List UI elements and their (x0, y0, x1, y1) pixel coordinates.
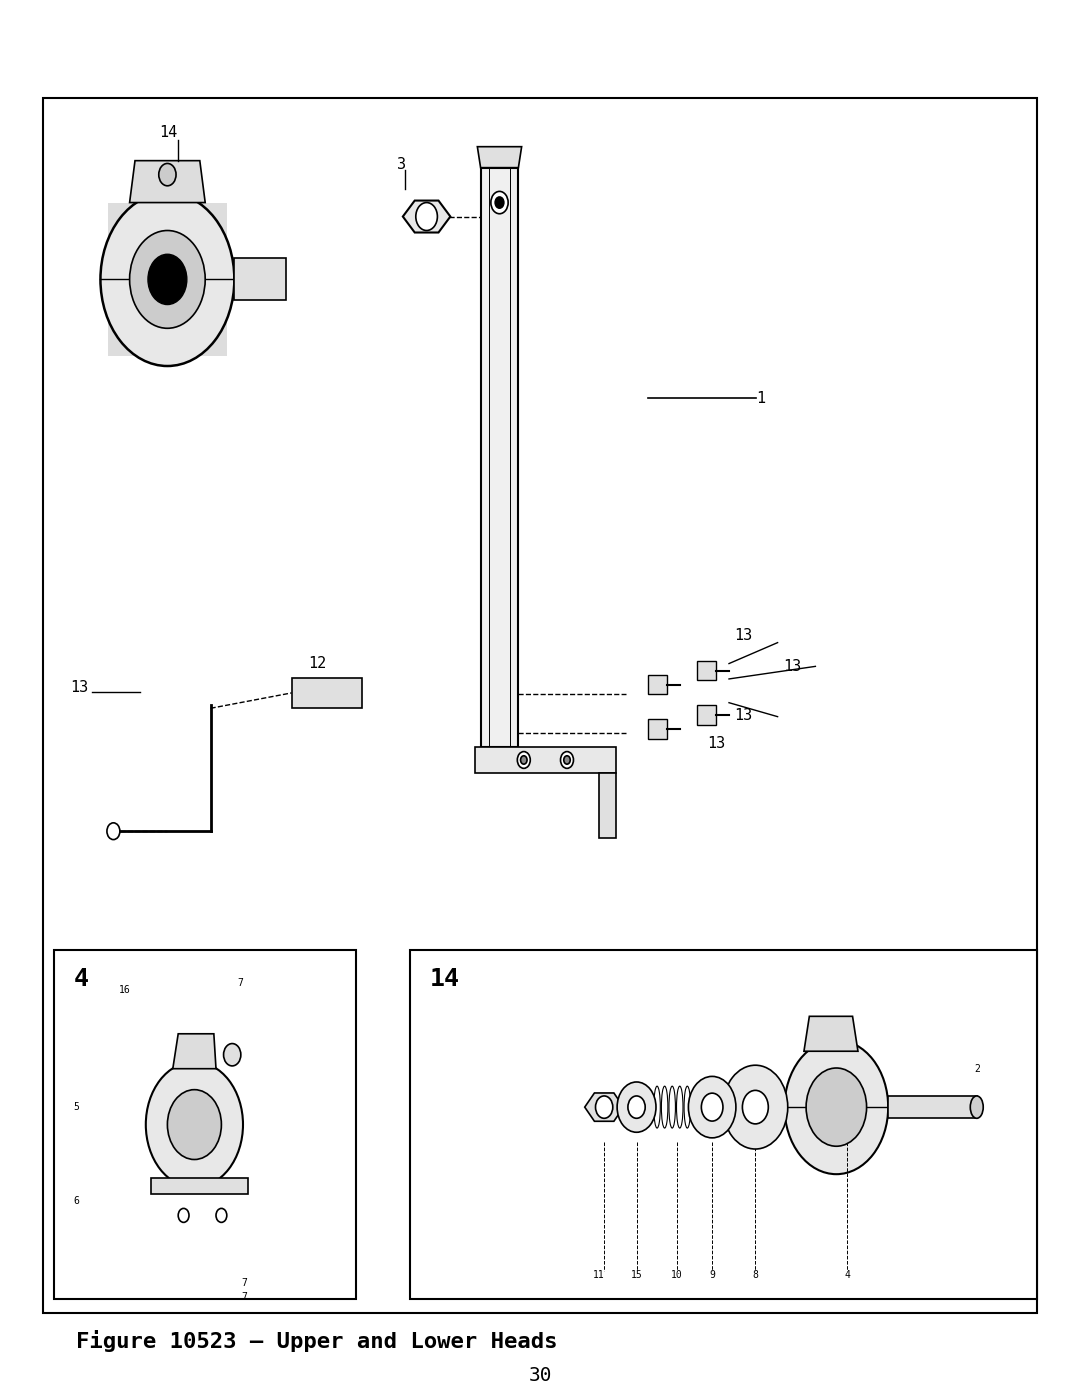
Ellipse shape (970, 1095, 983, 1118)
Circle shape (224, 1044, 241, 1066)
Polygon shape (804, 1017, 858, 1051)
Polygon shape (130, 161, 205, 203)
Text: 4: 4 (845, 1270, 850, 1280)
Text: 13: 13 (70, 680, 89, 694)
Polygon shape (475, 747, 616, 773)
Polygon shape (481, 168, 518, 747)
Polygon shape (584, 1092, 623, 1122)
Polygon shape (403, 201, 450, 232)
Circle shape (701, 1092, 723, 1120)
Circle shape (742, 1090, 768, 1123)
Text: 10: 10 (671, 1270, 683, 1280)
Circle shape (521, 756, 527, 764)
Polygon shape (151, 1178, 248, 1194)
Polygon shape (173, 1034, 216, 1069)
Circle shape (216, 1208, 227, 1222)
Circle shape (495, 197, 503, 208)
Text: 4: 4 (73, 967, 89, 990)
Circle shape (416, 203, 437, 231)
Text: 13: 13 (783, 659, 801, 673)
Circle shape (627, 1095, 645, 1118)
Polygon shape (648, 719, 667, 739)
Text: 14: 14 (159, 126, 177, 140)
Polygon shape (648, 675, 667, 694)
Text: 6: 6 (73, 1196, 79, 1207)
Circle shape (159, 163, 176, 186)
Text: 11: 11 (593, 1270, 605, 1280)
Circle shape (617, 1081, 656, 1132)
Text: 3: 3 (397, 158, 406, 172)
Bar (54, 950, 356, 1299)
Polygon shape (108, 203, 227, 356)
Circle shape (130, 231, 205, 328)
Text: 13: 13 (734, 629, 753, 643)
Bar (43, 98, 1037, 1313)
Text: 7: 7 (242, 1292, 247, 1302)
Bar (410, 950, 1037, 1299)
Text: 2: 2 (974, 1065, 980, 1074)
Text: Figure 10523 – Upper and Lower Heads: Figure 10523 – Upper and Lower Heads (76, 1330, 557, 1352)
Circle shape (148, 254, 187, 305)
Text: 14: 14 (430, 967, 460, 990)
Polygon shape (477, 147, 522, 168)
Text: 7: 7 (238, 978, 243, 988)
Text: 7: 7 (242, 1278, 247, 1288)
Circle shape (167, 1090, 221, 1160)
Bar (292, 678, 362, 708)
Text: 30: 30 (528, 1366, 552, 1386)
Text: 5: 5 (73, 1102, 79, 1112)
Circle shape (146, 1062, 243, 1187)
Circle shape (723, 1065, 787, 1148)
Circle shape (517, 752, 530, 768)
Text: 15: 15 (631, 1270, 643, 1280)
Text: 13: 13 (707, 736, 726, 750)
Circle shape (561, 752, 573, 768)
Text: 16: 16 (119, 985, 131, 995)
Circle shape (178, 1208, 189, 1222)
Text: 13: 13 (734, 708, 753, 722)
Text: 1: 1 (756, 391, 765, 405)
Polygon shape (697, 705, 716, 725)
Polygon shape (599, 773, 616, 838)
Text: 12: 12 (308, 657, 326, 671)
Text: 8: 8 (753, 1270, 758, 1280)
Polygon shape (697, 661, 716, 680)
Circle shape (100, 193, 234, 366)
Circle shape (595, 1095, 612, 1118)
Polygon shape (888, 1095, 976, 1118)
Circle shape (806, 1067, 866, 1146)
Circle shape (784, 1039, 888, 1173)
Circle shape (688, 1076, 735, 1137)
Circle shape (490, 191, 509, 214)
Polygon shape (234, 258, 286, 300)
Circle shape (107, 823, 120, 840)
Circle shape (564, 756, 570, 764)
Text: 9: 9 (710, 1270, 715, 1280)
